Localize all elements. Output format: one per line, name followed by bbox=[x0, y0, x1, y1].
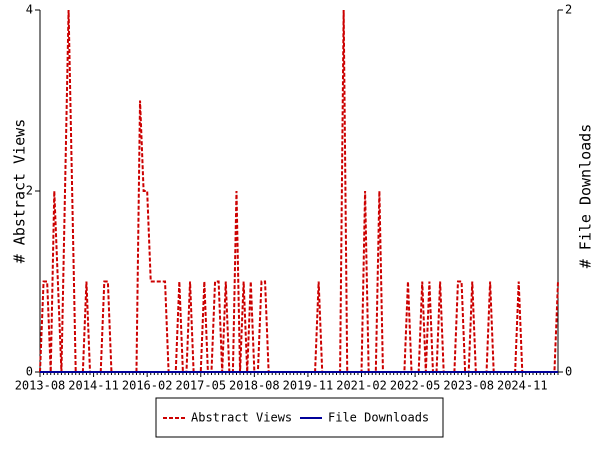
y2-tick-label: 0 bbox=[565, 365, 572, 379]
y2-tick-label: 2 bbox=[565, 3, 572, 17]
y-tick-label: 4 bbox=[26, 3, 33, 17]
y2-axis-title: # File Downloads bbox=[577, 124, 595, 269]
x-tick-label: 2019-11 bbox=[283, 379, 334, 393]
legend-box bbox=[155, 397, 444, 438]
x-tick-label: 2014-11 bbox=[68, 379, 119, 393]
x-tick-label: 2023-08 bbox=[443, 379, 494, 393]
y-tick-label: 2 bbox=[26, 184, 33, 198]
x-tick-label: 2022-05 bbox=[390, 379, 441, 393]
y-axis-title: # Abstract Views bbox=[11, 119, 29, 264]
x-tick-label: 2017-05 bbox=[175, 379, 226, 393]
y-tick-label: 0 bbox=[26, 365, 33, 379]
x-tick-label: 2021-02 bbox=[336, 379, 387, 393]
x-tick-label: 2016-02 bbox=[122, 379, 173, 393]
legend-label: Abstract Views bbox=[191, 411, 292, 425]
legend-label: File Downloads bbox=[328, 411, 429, 425]
x-tick-label: 2024-11 bbox=[497, 379, 548, 393]
x-tick-label: 2018-08 bbox=[229, 379, 280, 393]
series-line bbox=[39, 9, 559, 373]
x-tick-label: 2013-08 bbox=[15, 379, 66, 393]
